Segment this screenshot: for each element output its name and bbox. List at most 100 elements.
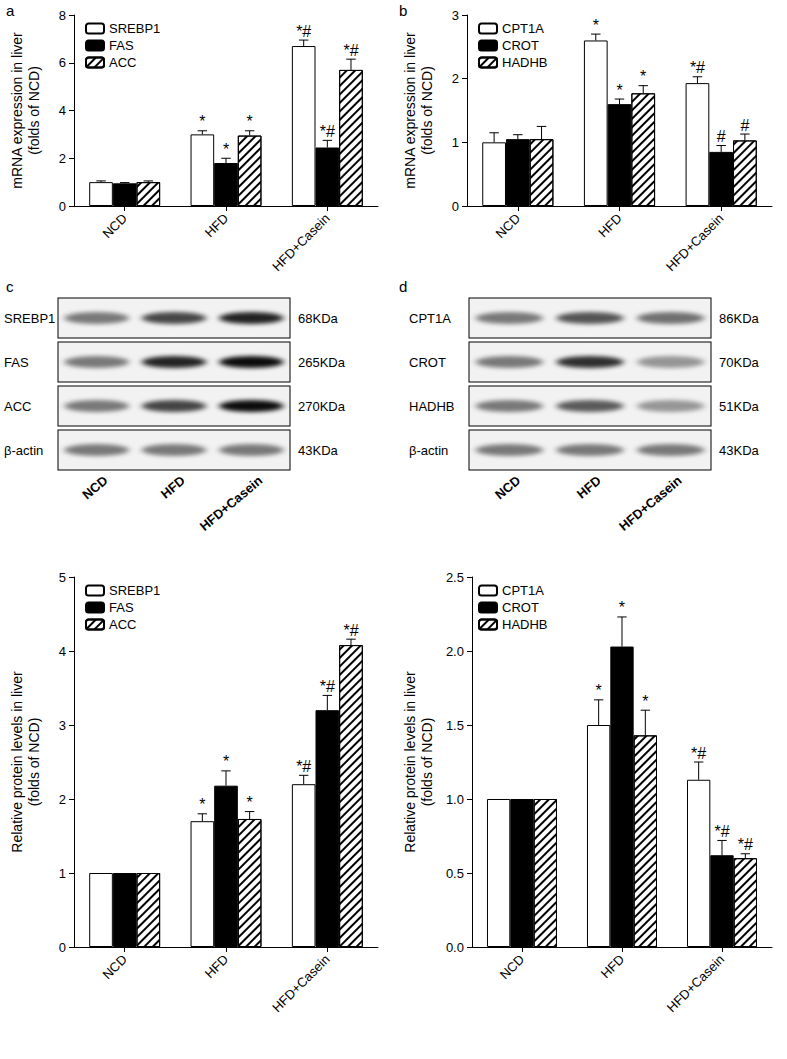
svg-text:270KDa: 270KDa <box>298 399 346 414</box>
svg-text:*: * <box>596 682 602 699</box>
svg-text:2.0: 2.0 <box>446 644 464 659</box>
svg-text:β-actin: β-actin <box>409 443 448 458</box>
svg-text:*: * <box>640 68 646 85</box>
svg-text:CROT: CROT <box>502 600 539 615</box>
svg-text:*: * <box>642 693 648 710</box>
svg-text:ACC: ACC <box>109 55 136 70</box>
svg-text:SREBP1: SREBP1 <box>4 311 55 326</box>
svg-text:*#: *# <box>691 745 706 762</box>
svg-text:#: # <box>740 117 749 134</box>
svg-text:(folds of NCD): (folds of NCD) <box>419 718 435 807</box>
svg-text:FAS: FAS <box>4 355 29 370</box>
svg-text:CROT: CROT <box>502 38 539 53</box>
svg-text:*#: *# <box>714 823 729 840</box>
svg-text:NCD: NCD <box>493 211 524 242</box>
svg-text:HFD+Casein: HFD+Casein <box>663 211 726 274</box>
svg-text:*: * <box>223 141 229 158</box>
svg-text:NCD: NCD <box>99 211 130 242</box>
svg-text:CPT1A: CPT1A <box>502 583 544 598</box>
svg-text:HFD+Casein: HFD+Casein <box>616 473 685 534</box>
svg-text:0.0: 0.0 <box>446 940 464 955</box>
svg-text:ACC: ACC <box>109 617 136 632</box>
svg-text:*: * <box>223 753 229 770</box>
svg-text:2.5: 2.5 <box>446 570 464 585</box>
svg-text:*#: *# <box>296 23 311 40</box>
svg-text:*: * <box>247 113 253 130</box>
svg-text:HFD+Casein: HFD+Casein <box>269 211 332 274</box>
svg-text:2: 2 <box>59 151 66 166</box>
svg-text:c: c <box>6 278 14 295</box>
svg-text:*: * <box>593 17 599 34</box>
svg-text:0.5: 0.5 <box>446 866 464 881</box>
svg-text:4: 4 <box>59 644 66 659</box>
svg-text:*: * <box>619 599 625 616</box>
svg-text:HFD+Casein: HFD+Casein <box>269 952 332 1015</box>
svg-text:HFD: HFD <box>574 473 604 502</box>
svg-text:1: 1 <box>452 135 459 150</box>
svg-text:*#: *# <box>320 123 335 140</box>
svg-text:β-actin: β-actin <box>4 443 43 458</box>
svg-text:(folds of NCD): (folds of NCD) <box>419 66 435 155</box>
svg-text:NCD: NCD <box>99 952 130 983</box>
svg-text:mRNA expression in liver: mRNA expression in liver <box>402 32 418 189</box>
svg-text:HFD+Casein: HFD+Casein <box>664 952 727 1015</box>
svg-text:*#: *# <box>738 836 753 853</box>
svg-text:NCD: NCD <box>492 473 523 503</box>
svg-text:5: 5 <box>59 570 66 585</box>
svg-text:CPT1A: CPT1A <box>502 21 544 36</box>
svg-text:HFD+Casein: HFD+Casein <box>197 473 266 534</box>
svg-text:Relative protein levels in liv: Relative protein levels in liver <box>9 671 25 853</box>
svg-text:*#: *# <box>343 622 358 639</box>
svg-text:#: # <box>717 128 726 145</box>
svg-text:43KDa: 43KDa <box>719 443 760 458</box>
svg-text:*#: *# <box>343 42 358 59</box>
svg-text:0: 0 <box>452 199 459 214</box>
svg-text:4: 4 <box>59 103 66 118</box>
svg-text:8: 8 <box>59 8 66 23</box>
svg-text:*: * <box>199 113 205 130</box>
svg-text:68KDa: 68KDa <box>298 311 339 326</box>
svg-text:43KDa: 43KDa <box>298 443 339 458</box>
svg-text:0: 0 <box>59 199 66 214</box>
svg-text:HFD: HFD <box>202 952 231 981</box>
svg-text:(folds of NCD): (folds of NCD) <box>26 66 42 155</box>
svg-text:ACC: ACC <box>4 399 31 414</box>
svg-text:*#: *# <box>690 59 705 76</box>
svg-text:*: * <box>247 794 253 811</box>
svg-text:(folds of NCD): (folds of NCD) <box>26 718 42 807</box>
svg-text:HADHB: HADHB <box>502 55 548 70</box>
svg-text:1.0: 1.0 <box>446 792 464 807</box>
svg-text:CPT1A: CPT1A <box>409 311 451 326</box>
svg-text:HFD: HFD <box>202 211 231 240</box>
svg-text:51KDa: 51KDa <box>719 399 760 414</box>
svg-text:*#: *# <box>320 678 335 695</box>
svg-text:NCD: NCD <box>497 952 528 983</box>
svg-text:3: 3 <box>452 8 459 23</box>
svg-text:HFD: HFD <box>158 473 188 502</box>
svg-text:0: 0 <box>59 940 66 955</box>
svg-text:70KDa: 70KDa <box>719 355 760 370</box>
svg-text:6: 6 <box>59 55 66 70</box>
svg-text:1.5: 1.5 <box>446 718 464 733</box>
svg-text:265KDa: 265KDa <box>298 355 346 370</box>
svg-text:*: * <box>199 796 205 813</box>
svg-text:HADHB: HADHB <box>409 399 455 414</box>
svg-text:2: 2 <box>59 792 66 807</box>
svg-text:3: 3 <box>59 718 66 733</box>
svg-text:d: d <box>399 278 407 295</box>
svg-text:2: 2 <box>452 71 459 86</box>
svg-text:mRNA expression in liver: mRNA expression in liver <box>9 32 25 189</box>
svg-text:1: 1 <box>59 866 66 881</box>
svg-text:HADHB: HADHB <box>502 617 548 632</box>
svg-text:FAS: FAS <box>109 38 134 53</box>
svg-text:HFD: HFD <box>598 952 627 981</box>
svg-text:SREBP1: SREBP1 <box>109 583 160 598</box>
svg-text:FAS: FAS <box>109 600 134 615</box>
svg-text:*#: *# <box>296 758 311 775</box>
svg-text:NCD: NCD <box>79 473 110 503</box>
svg-text:CROT: CROT <box>409 355 446 370</box>
svg-text:HFD: HFD <box>595 211 624 240</box>
svg-text:86KDa: 86KDa <box>719 311 760 326</box>
svg-text:Relative protein levels in liv: Relative protein levels in liver <box>402 671 418 853</box>
svg-text:*: * <box>616 82 622 99</box>
